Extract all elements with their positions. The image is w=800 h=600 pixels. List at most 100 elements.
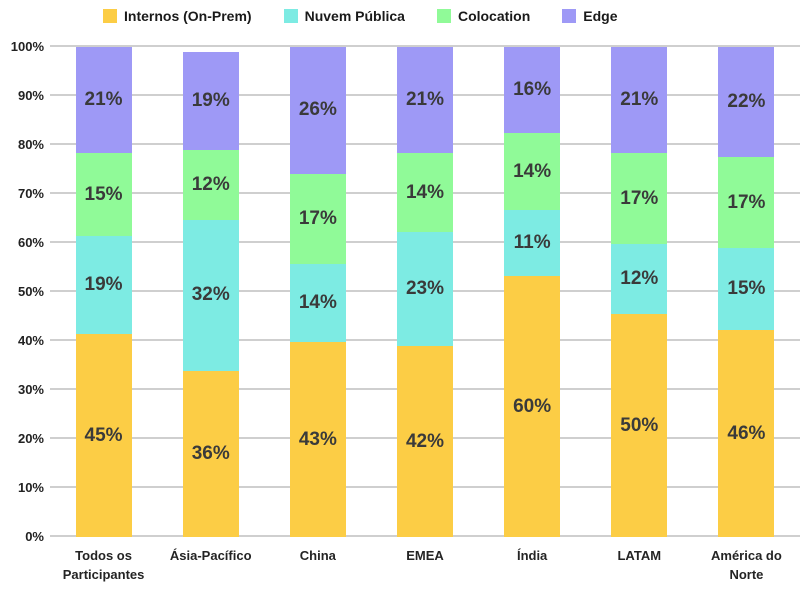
segment-value-label: 60% (513, 395, 552, 417)
stacked-bar: 36% 32% 12% 19% (182, 51, 239, 537)
stacked-bar: 60% 11% 14% 16% (504, 47, 561, 537)
segment-value-label: 12% (191, 174, 230, 196)
segment-value-label: 22% (727, 91, 766, 113)
legend-swatch-icon (436, 9, 451, 23)
legend-item: Colocation (436, 8, 531, 24)
segment-value-label: 45% (84, 424, 123, 446)
y-axis-tick-label: 0% (25, 529, 44, 544)
bar-segment: 42% (396, 346, 453, 537)
bar-segment: 19% (75, 235, 132, 335)
segment-value-label: 46% (727, 422, 766, 444)
bar-segment: 12% (182, 150, 239, 221)
bar-column: 46% 15% 17% 22% (693, 47, 800, 537)
legend-item: Edge (562, 8, 618, 24)
y-axis-tick-label: 80% (17, 137, 44, 152)
segment-value-label: 17% (620, 187, 659, 209)
bar-segment: 43% (289, 342, 346, 537)
segment-value-label: 16% (513, 78, 552, 100)
legend-label: Edge (583, 8, 618, 24)
bar-segment: 21% (396, 47, 453, 154)
legend-label: Internos (On-Prem) (124, 8, 252, 24)
x-axis-category-label: China (299, 548, 336, 563)
bar-segment: 32% (182, 220, 239, 371)
bar-segment: 23% (396, 231, 453, 347)
y-axis-tick-label: 90% (17, 88, 44, 103)
segment-value-label: 14% (513, 160, 552, 182)
segment-value-label: 11% (513, 232, 551, 254)
x-axis-category-label: Índia (516, 548, 548, 563)
segment-value-label: 23% (405, 277, 444, 299)
bar-column: 36% 32% 12% 19% (157, 47, 264, 537)
segment-value-label: 26% (298, 99, 337, 121)
segment-value-label: 21% (620, 89, 659, 111)
segment-value-label: 17% (298, 207, 337, 229)
y-axis-tick-label: 50% (17, 284, 44, 299)
bar-segment: 16% (504, 47, 561, 133)
bar-segment: 17% (718, 157, 775, 248)
bar-segment: 11% (504, 210, 561, 277)
bar-segment: 50% (611, 314, 668, 537)
bar-segment: 15% (75, 153, 132, 236)
bar-segment: 21% (75, 47, 132, 154)
bar-segment: 46% (718, 330, 775, 537)
legend-item: Internos (On-Prem) (103, 8, 252, 24)
bar-segment: 19% (182, 51, 239, 151)
bar-segment: 14% (504, 132, 561, 211)
bar-segment: 12% (611, 243, 668, 314)
y-axis-tick-label: 30% (17, 382, 44, 397)
bars-layer: 45% 19% 15% 21% 36% 32% 12% 19% 43% 14% 17% 26% 42% 2… (50, 47, 800, 537)
segment-value-label: 19% (84, 273, 123, 295)
segment-value-label: 36% (191, 442, 230, 464)
segment-value-label: 15% (84, 183, 123, 205)
bar-segment: 45% (75, 334, 132, 537)
bar-column: 50% 12% 17% 21% (586, 47, 693, 537)
segment-value-label: 14% (405, 181, 444, 203)
segment-value-label: 42% (405, 430, 444, 452)
x-axis-labels: Todos os Participantes Ásia-Pacífico China… (50, 546, 800, 584)
x-axis-category-label: EMEA (406, 548, 444, 563)
segment-value-label: 14% (298, 292, 337, 313)
bar-segment: 14% (396, 153, 453, 232)
y-axis-tick-label: 10% (17, 480, 44, 495)
y-axis-tick-label: 100% (10, 39, 44, 54)
gridline (50, 45, 800, 47)
legend-label: Nuvem Pública (304, 8, 405, 24)
bar-segment: 26% (289, 47, 346, 174)
segment-value-label: 21% (84, 89, 123, 111)
bar-column: 42% 23% 14% 21% (371, 47, 478, 537)
x-axis-category-label: LATAM (617, 548, 662, 563)
x-axis-category-label: Ásia-Pacífico (169, 548, 252, 563)
y-axis-tick-label: 40% (17, 333, 44, 348)
legend-swatch-icon (103, 9, 117, 23)
stacked-bar: 42% 23% 14% 21% (396, 47, 453, 537)
x-axis-category-label: Todos os Participantes (62, 548, 145, 582)
stacked-bar: 45% 19% 15% 21% (75, 47, 132, 537)
bar-segment: 60% (504, 276, 561, 537)
chart-legend: Internos (On-Prem) Nuvem Pública Colocatio… (103, 8, 618, 24)
bar-segment: 17% (611, 153, 668, 244)
segment-value-label: 19% (191, 90, 230, 112)
bar-segment: 22% (718, 47, 775, 158)
bar-segment: 21% (611, 47, 668, 154)
bar-column: 43% 14% 17% 26% (264, 47, 371, 537)
legend-swatch-icon (283, 9, 298, 23)
segment-value-label: 43% (298, 428, 337, 450)
bar-segment: 15% (718, 247, 775, 331)
stacked-bar: 43% 14% 17% 26% (289, 47, 346, 537)
legend-item: Nuvem Pública (283, 8, 405, 24)
bar-segment: 17% (289, 173, 346, 264)
stacked-bar: 50% 12% 17% 21% (611, 47, 668, 537)
stacked-bar: 46% 15% 17% 22% (718, 47, 775, 537)
segment-value-label: 12% (620, 267, 659, 289)
segment-value-label: 17% (727, 191, 766, 213)
legend-swatch-icon (562, 9, 577, 23)
segment-value-label: 15% (727, 277, 766, 299)
x-axis-category-label: América do Norte (711, 548, 782, 582)
segment-value-label: 50% (620, 414, 659, 436)
bar-segment: 14% (289, 263, 346, 343)
legend-label: Colocation (457, 8, 531, 24)
bar-column: 60% 11% 14% 16% (479, 47, 586, 537)
y-axis-tick-label: 20% (17, 431, 44, 446)
bar-segment: 36% (182, 370, 239, 537)
